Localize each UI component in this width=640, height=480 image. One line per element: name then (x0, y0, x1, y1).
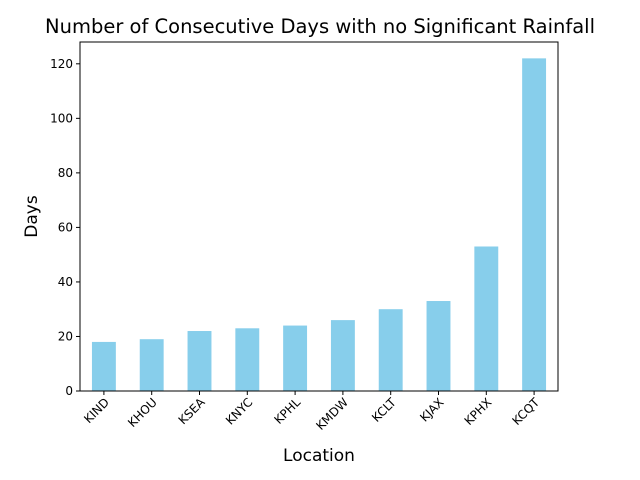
x-tick-label-kjax: KJAX (417, 395, 446, 424)
y-axis-ticks: 0 20 40 60 80 100 120 (50, 57, 80, 398)
x-tick-label-kclt: KCLT (369, 395, 399, 425)
bar-kphl (283, 325, 308, 391)
y-tick-label-80: 80 (58, 166, 73, 180)
bar-ksea (187, 331, 212, 391)
y-tick-label-100: 100 (50, 111, 73, 125)
bar-kcqt (522, 58, 547, 392)
bar-kind (91, 341, 116, 391)
bars-group (91, 58, 547, 392)
x-tick-label-kind: KIND (81, 395, 112, 426)
x-tick-label-kphl: KPHL (272, 395, 304, 427)
y-tick-label-60: 60 (58, 220, 73, 234)
y-tick-label-40: 40 (58, 275, 73, 289)
plot-frame (79, 41, 559, 392)
y-axis-label: Days (22, 195, 42, 238)
x-axis-label: Location (283, 446, 355, 466)
x-tick-label-kmdw: KMDW (313, 395, 351, 433)
y-tick-label-120: 120 (50, 57, 73, 71)
bar-kjax (426, 301, 451, 391)
y-tick-label-0: 0 (65, 384, 73, 398)
bar-kphx (474, 246, 499, 391)
bar-khou (139, 339, 164, 391)
x-tick-label-ksea: KSEA (176, 395, 209, 428)
chart-title: Number of Consecutive Days with no Signi… (45, 15, 595, 38)
x-axis-ticks: KIND KHOU KSEA KNYC KPHL KMDW KCLT KJAX KPHX KCQT (81, 391, 543, 433)
x-tick-label-kcqt: KCQT (509, 395, 542, 428)
x-tick-label-khou: KHOU (125, 395, 160, 430)
y-tick-label-20: 20 (58, 329, 73, 343)
bar-kmdw (330, 320, 355, 391)
bar-knyc (235, 328, 260, 391)
bar-kclt (378, 309, 403, 391)
x-tick-label-kphx: KPHX (462, 395, 495, 428)
x-tick-label-knyc: KNYC (223, 395, 255, 427)
